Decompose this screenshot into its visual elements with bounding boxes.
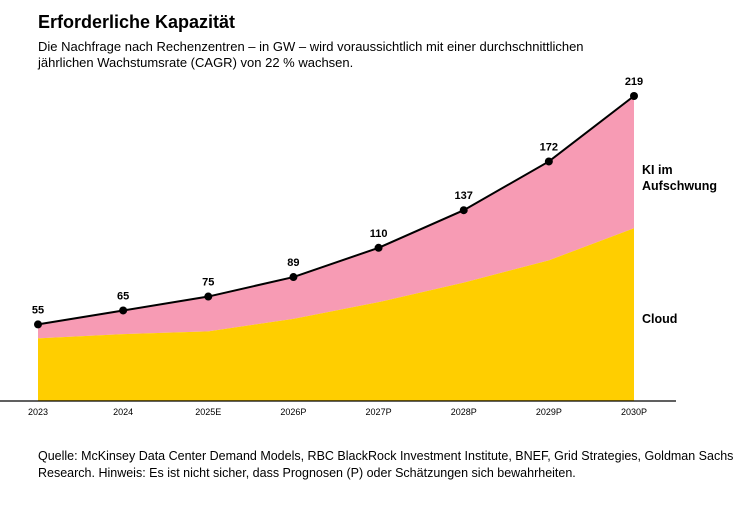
- data-label: 65: [117, 290, 129, 302]
- x-tick-label: 2030P: [621, 407, 647, 417]
- source-note: Quelle: McKinsey Data Center Demand Mode…: [38, 449, 734, 480]
- total-point: [630, 92, 638, 100]
- total-point: [119, 306, 128, 315]
- x-tick-label: 2029P: [536, 407, 562, 417]
- data-label: 137: [455, 190, 473, 202]
- chart-title: Erforderliche Kapazität: [38, 12, 236, 32]
- x-tick-label: 2027P: [366, 407, 392, 417]
- total-point: [204, 292, 213, 301]
- data-label: 75: [202, 277, 214, 289]
- x-tick-label: 2028P: [451, 407, 477, 417]
- area-ki-im-aufschwung: [38, 96, 634, 339]
- total-point: [544, 157, 553, 166]
- total-point: [289, 273, 298, 282]
- area-cloud: [38, 228, 634, 401]
- data-label: 219: [625, 76, 643, 88]
- legend-ki-im-aufschwung: KI im Aufschwung: [642, 163, 717, 193]
- total-line: [37, 95, 635, 326]
- data-label: 110: [370, 228, 388, 240]
- total-point: [459, 206, 468, 215]
- x-tick-label: 2023: [28, 407, 48, 417]
- x-tick-label: 2024: [113, 407, 133, 417]
- x-tick-label: 2026P: [280, 407, 306, 417]
- data-label: 172: [540, 141, 558, 153]
- data-label: 89: [287, 257, 299, 269]
- total-point: [374, 243, 383, 252]
- total-point: [34, 320, 42, 329]
- chart-subtitle: Die Nachfrage nach Rechenzentren – in GW…: [38, 39, 584, 70]
- legend-cloud: Cloud: [642, 312, 677, 326]
- x-tick-label: 2025E: [195, 407, 221, 417]
- data-label: 55: [32, 304, 44, 316]
